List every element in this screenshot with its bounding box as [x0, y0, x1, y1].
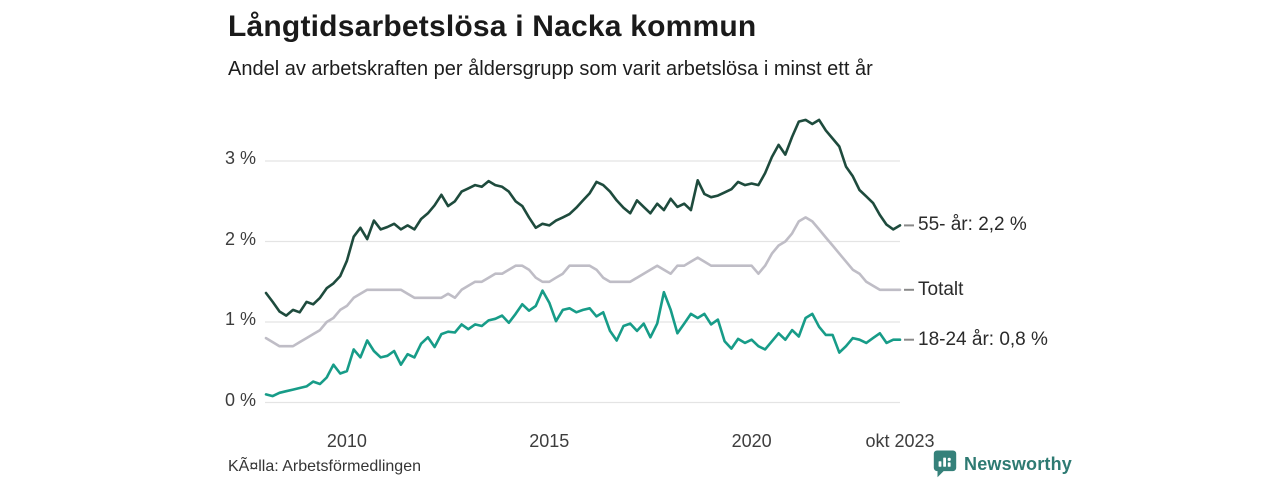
x-tick-2015: 2015	[529, 431, 570, 451]
source-note: KÃ¤lla: Arbetsförmedlingen	[228, 458, 421, 475]
x-tick-2010: 2010	[326, 431, 367, 451]
page-title: Långtidsarbetslösa i Nacka kommun	[228, 10, 757, 43]
chart-canvas	[264, 118, 914, 404]
x-tick-okt-2023: okt 2023	[865, 431, 935, 451]
line-chart: 0 % 1 % 2 % 3 % 2010 2015 2020 okt 2023 55- år…	[210, 110, 1280, 460]
gridlines	[265, 160, 900, 404]
chart-subtitle: Andel av arbetskraften per åldersgrupp s…	[228, 58, 873, 80]
series-lines	[264, 118, 902, 398]
series-line-18-24 år	[264, 289, 902, 398]
series-label-totalt: Totalt	[918, 278, 964, 300]
series-label-55: 55- år: 2,2 %	[918, 214, 1027, 236]
y-tick-2: 2 %	[224, 228, 256, 249]
series-line-55- år	[264, 118, 902, 317]
series-line-Totalt	[264, 216, 902, 348]
y-tick-1: 1 %	[224, 309, 256, 329]
x-tick-2020: 2020	[731, 431, 772, 451]
series-label-18-24: 18-24 år: 0,8 %	[918, 328, 1048, 350]
chart-header: Långtidsarbetslösa i Nacka kommun Andel …	[228, 10, 873, 81]
label-connector-dashes	[904, 224, 914, 341]
newsworthy-bar-chart-bubble-icon	[933, 450, 957, 478]
newsworthy-brand: Newsworthy	[933, 450, 1072, 478]
y-tick-3: 3 %	[224, 148, 256, 168]
brand-name: Newsworthy	[964, 453, 1073, 474]
y-tick-0: 0 %	[224, 389, 256, 410]
